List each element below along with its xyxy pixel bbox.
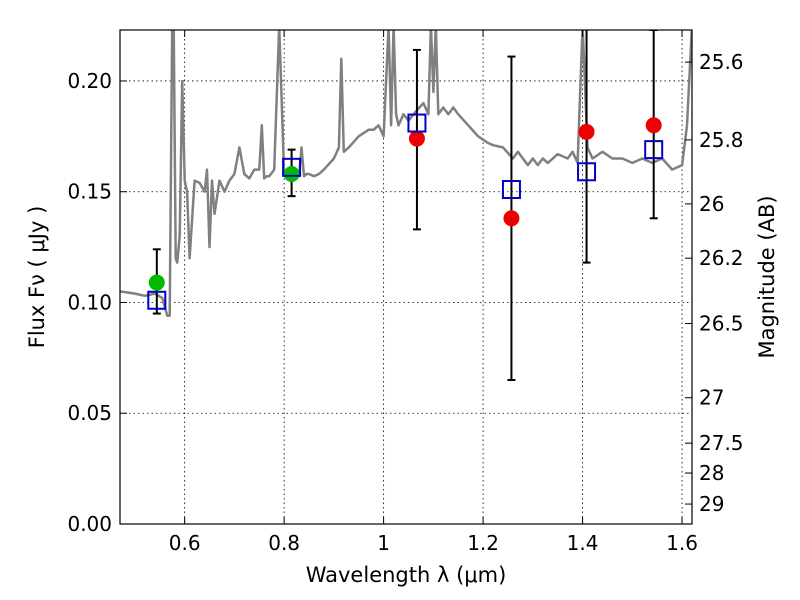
y2-tick-label: 28 [699,461,724,485]
y2-tick-label: 27.5 [699,431,744,455]
ticks [120,30,692,525]
nir-point [408,130,425,147]
nir-point [503,210,520,227]
y-tick-label: 0.00 [67,512,112,536]
model-square [282,157,302,177]
y-tick-label: 0.15 [67,180,112,204]
y-tick-label: 0.05 [67,401,112,425]
y2-axis-label: Magnitude (AB) [755,195,779,358]
y2-tick-label: 25.6 [699,50,744,74]
x-tick-label: 1.4 [567,531,599,555]
plot-frame [119,29,693,525]
x-tick-label: 1.2 [467,531,499,555]
model-square [147,290,167,310]
model-square [577,162,597,182]
y2-tick-label: 26.5 [699,312,744,336]
x-tick-label: 0.6 [169,531,201,555]
y2-tick-label: 27 [699,386,724,410]
x-tick-label: 1 [377,531,390,555]
optical-point [283,165,300,182]
model-square [407,113,427,133]
spectrum-line [120,30,692,318]
x-tick-label: 1.6 [666,531,698,555]
y2-tick-label: 29 [699,492,724,516]
model-square [644,140,664,160]
y-tick-label: 0.20 [67,69,112,93]
y-axis-label: Flux Fν ( μJy ) [25,206,49,349]
y-tick-label: 0.10 [67,290,112,314]
x-axis-label: Wavelength λ (μm) [306,563,507,587]
plot-area [120,30,692,382]
x-tick-label: 0.8 [268,531,300,555]
tick-labels: 0.6 0.8 1 1.2 1.4 1.6 0.00 0.05 0.10 0.15 0.20 25.6… [67,50,743,555]
y2-tick-label: 25.8 [699,128,744,152]
optical-point [148,274,165,291]
model-square [501,179,521,199]
nir-point [578,123,595,140]
nir-point [645,117,662,134]
y2-tick-label: 26 [699,192,724,216]
y2-tick-label: 26.2 [699,246,744,270]
